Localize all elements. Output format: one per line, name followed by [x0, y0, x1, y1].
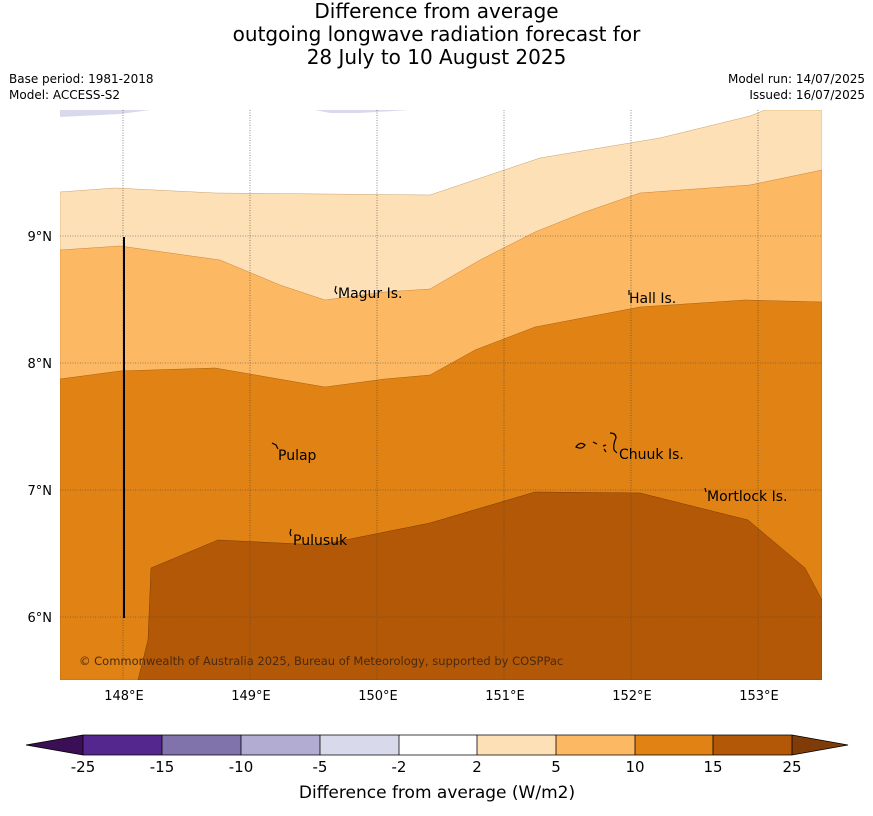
lon-label-151e: 151°E [485, 689, 525, 704]
model-run-text: Model run: 14/07/2025 [727, 72, 865, 86]
cb-tick-minus2: -2 [392, 758, 407, 776]
lon-label-152e: 152°E [612, 689, 652, 704]
colorbar-segment-6 [477, 735, 556, 755]
colorbar-segment-9 [713, 735, 792, 755]
chuuk-island-shape-5 [603, 448, 607, 453]
cb-tick-2: 2 [472, 758, 482, 776]
place-label-pulap: Pulap [278, 448, 317, 464]
lon-label-150e: 150°E [358, 689, 398, 704]
lon-label-148e: 148°E [104, 689, 144, 704]
lat-label-7n: 7°N [28, 484, 53, 499]
chuuk-island-shape-1 [575, 442, 586, 449]
issued-text: Issued: 16/07/2025 [749, 88, 865, 102]
place-label-chuuk: Chuuk Is. [619, 447, 684, 463]
place-label-hall: Hall Is. [629, 291, 676, 307]
mortlock-island-shape [704, 487, 707, 493]
lon-label-153e: 153°E [739, 689, 779, 704]
colorbar: -25 -15 -10 -5 -2 2 5 10 15 25 Differenc… [25, 734, 849, 803]
chuuk-island-shape-2 [592, 441, 598, 445]
colorbar-arrow-left [26, 735, 83, 755]
colorbar-segment-3 [241, 735, 320, 755]
lat-label-9n: 9°N [28, 230, 53, 245]
chuuk-island-shape-3 [602, 444, 607, 447]
colorbar-segment-5 [399, 735, 477, 755]
colorbar-segment-7 [556, 735, 635, 755]
contour-band-minus2 [60, 110, 150, 117]
cb-tick-minus25: -25 [71, 758, 96, 776]
lat-label-8n: 8°N [28, 357, 53, 372]
title-line-2: outgoing longwave radiation forecast for [232, 22, 641, 46]
colorbar-segment-1 [83, 735, 162, 755]
cb-tick-minus15: -15 [150, 758, 175, 776]
map-title: Difference from average outgoing longwav… [0, 0, 873, 69]
copyright-text: © Commonwealth of Australia 2025, Bureau… [79, 654, 563, 668]
colorbar-arrow-right [792, 735, 848, 755]
colorbar-segment-4 [320, 735, 399, 755]
lat-label-6n: 6°N [28, 611, 53, 626]
contour-band-minus2-b [315, 110, 410, 113]
place-labels: Magur Is. Hall Is. Pulap Chuuk Is. Mortl… [278, 286, 787, 549]
longitude-labels: 148°E 149°E 150°E 151°E 152°E 153°E [104, 689, 779, 704]
title-line-1: Difference from average [314, 0, 559, 23]
pulap-island-shape [271, 442, 279, 450]
colorbar-segment-2 [162, 735, 241, 755]
place-label-magur: Magur Is. [338, 286, 403, 302]
place-label-pulusuk: Pulusuk [293, 533, 348, 549]
contour-band-15-25 [137, 491, 822, 680]
cb-tick-15: 15 [703, 758, 722, 776]
island-shapes [271, 285, 707, 537]
colorbar-segment-8 [635, 735, 713, 755]
meta-left: Base period: 1981-2018 Model: ACCESS-S2 [9, 71, 154, 103]
lon-label-149e: 149°E [231, 689, 271, 704]
chuuk-island-shape-4 [609, 432, 618, 454]
gridlines [60, 110, 822, 680]
cb-tick-5: 5 [551, 758, 561, 776]
place-label-mortlock: Mortlock Is. [707, 489, 787, 505]
cb-tick-minus10: -10 [229, 758, 254, 776]
cb-tick-25: 25 [782, 758, 801, 776]
colorbar-dividers [82, 735, 793, 755]
pulusuk-island-shape [289, 528, 292, 537]
meta-right: Model run: 14/07/2025 Issued: 16/07/2025 [728, 71, 865, 103]
latitude-labels: 9°N 8°N 7°N 6°N [28, 230, 53, 626]
base-period-text: Base period: 1981-2018 [9, 72, 154, 86]
magur-island-shape [334, 285, 338, 295]
colorbar-label: Difference from average (W/m2) [299, 783, 575, 803]
colorbar-tick-labels: -25 -15 -10 -5 -2 2 5 10 15 25 [71, 758, 802, 776]
cb-tick-minus5: -5 [313, 758, 328, 776]
cb-tick-10: 10 [625, 758, 644, 776]
title-line-3: 28 July to 10 August 2025 [306, 45, 567, 69]
model-text: Model: ACCESS-S2 [9, 88, 121, 102]
map-area: Magur Is. Hall Is. Pulap Chuuk Is. Mortl… [60, 110, 822, 680]
